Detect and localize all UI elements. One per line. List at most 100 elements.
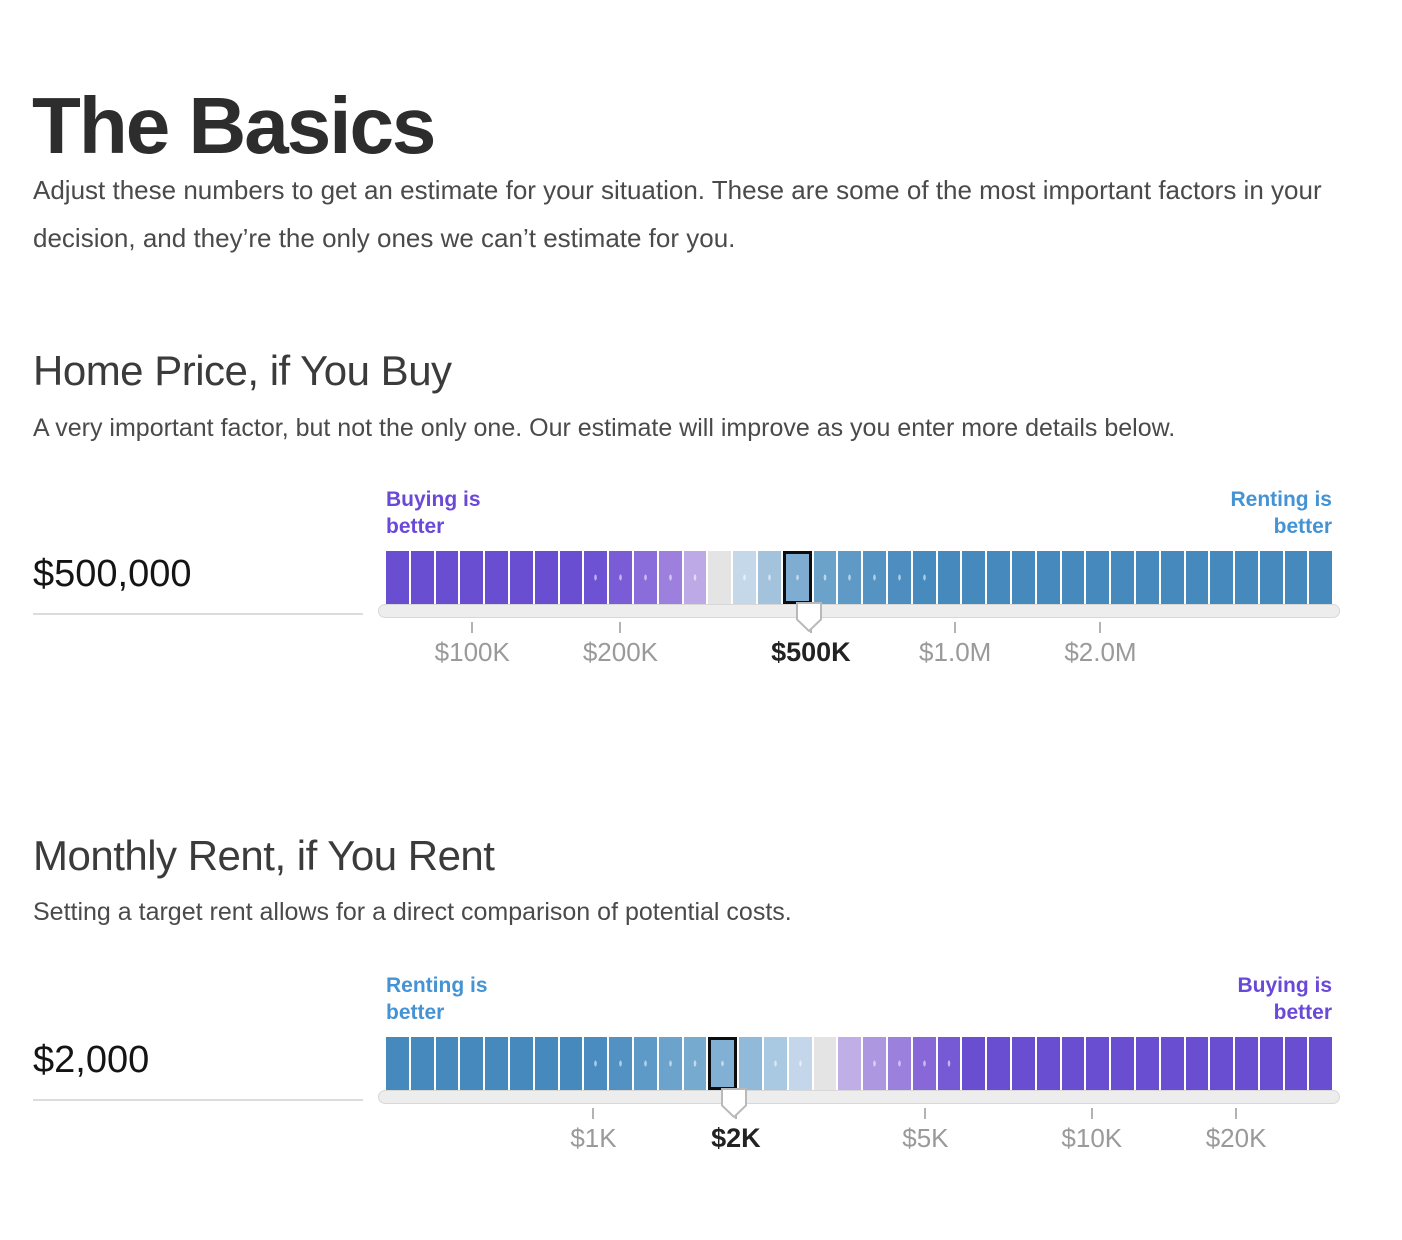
slider-segment[interactable]: [658, 1037, 682, 1090]
slider-segment[interactable]: [534, 551, 558, 604]
slider-segment[interactable]: [386, 551, 409, 604]
slider-segment-selected[interactable]: [708, 1037, 738, 1090]
slider-segment[interactable]: [987, 1037, 1010, 1090]
monthly-rent-slider[interactable]: Renting is better Buying is better $1K $2…: [378, 966, 1340, 1166]
slider-segment[interactable]: [838, 551, 862, 604]
slider-segment[interactable]: [1259, 1037, 1283, 1090]
tick-label-current: $2K: [711, 1123, 761, 1153]
slider-segment[interactable]: [386, 1037, 409, 1090]
slider-segment[interactable]: [763, 1037, 787, 1090]
home-price-input[interactable]: [33, 551, 363, 615]
slider-segment[interactable]: [863, 1037, 886, 1090]
slider-segment-selected[interactable]: [782, 551, 812, 604]
tick-label: $20K: [1205, 1123, 1267, 1153]
slider-segment[interactable]: [1036, 551, 1060, 604]
slider-segment[interactable]: [1235, 551, 1258, 604]
slider-segment[interactable]: [733, 551, 756, 604]
section-heading-home-price: Home Price, if You Buy: [33, 346, 452, 394]
monthly-rent-input[interactable]: [33, 1037, 363, 1101]
slider-segment[interactable]: [410, 1037, 434, 1090]
slider-segment[interactable]: [485, 551, 508, 604]
slider-segment[interactable]: [1185, 1037, 1209, 1090]
slider-segment[interactable]: [609, 551, 632, 604]
tick-mark: [619, 622, 622, 633]
slider-segment[interactable]: [633, 1037, 657, 1090]
slider-segment[interactable]: [937, 551, 961, 604]
slider-handle[interactable]: [796, 602, 823, 633]
slider-segment[interactable]: [1235, 1037, 1258, 1090]
slider-segment[interactable]: [887, 1037, 911, 1090]
slider-segment[interactable]: [1111, 1037, 1134, 1090]
slider-segment[interactable]: [863, 551, 886, 604]
tick-label: $5K: [902, 1123, 949, 1153]
slider-segments[interactable]: [386, 551, 1333, 604]
slider-segment[interactable]: [1036, 1037, 1060, 1090]
slider-segment[interactable]: [962, 551, 986, 604]
slider-segment[interactable]: [609, 1037, 632, 1090]
slider-segment[interactable]: [683, 551, 707, 604]
slider-segment[interactable]: [485, 1037, 508, 1090]
tick-label-current: $500K: [771, 637, 851, 667]
slider-tickmarks: [378, 1108, 1340, 1120]
slider-segment[interactable]: [912, 551, 936, 604]
renting-better-label: Renting is better: [386, 974, 488, 1024]
slider-segment[interactable]: [1061, 1037, 1085, 1090]
slider-segment[interactable]: [584, 1037, 608, 1090]
slider-segment[interactable]: [460, 1037, 484, 1090]
slider-tickmarks: [378, 622, 1340, 634]
slider-segment[interactable]: [435, 551, 459, 604]
slider-segment[interactable]: [1135, 1037, 1159, 1090]
slider-segment[interactable]: [559, 1037, 583, 1090]
slider-segment[interactable]: [683, 1037, 707, 1090]
slider-segment[interactable]: [1210, 1037, 1234, 1090]
slider-segment[interactable]: [1160, 551, 1184, 604]
slider-segment[interactable]: [1086, 1037, 1110, 1090]
slider-segment[interactable]: [1309, 551, 1333, 604]
slider-segment[interactable]: [658, 551, 682, 604]
tick-mark: [1235, 1108, 1238, 1119]
slider-segment[interactable]: [1210, 551, 1234, 604]
slider-segment[interactable]: [937, 1037, 961, 1090]
slider-segment[interactable]: [460, 551, 484, 604]
slider-segment[interactable]: [813, 551, 837, 604]
slider-segment[interactable]: [435, 1037, 459, 1090]
slider-segment[interactable]: [1011, 1037, 1035, 1090]
slider-segment[interactable]: [534, 1037, 558, 1090]
slider-track[interactable]: [378, 1090, 1340, 1104]
slider-segment[interactable]: [813, 1037, 837, 1090]
slider-handle[interactable]: [721, 1088, 748, 1119]
slider-segment[interactable]: [788, 1037, 812, 1090]
slider-segment[interactable]: [887, 551, 911, 604]
slider-handle-icon: [721, 1088, 748, 1119]
slider-segment[interactable]: [1259, 551, 1283, 604]
slider-segment[interactable]: [1011, 551, 1035, 604]
renting-better-label: Renting is better: [1230, 488, 1332, 538]
slider-segment[interactable]: [584, 551, 608, 604]
slider-segment[interactable]: [912, 1037, 936, 1090]
slider-segment[interactable]: [1160, 1037, 1184, 1090]
slider-segment[interactable]: [509, 551, 533, 604]
slider-segment[interactable]: [1086, 551, 1110, 604]
slider-segment[interactable]: [410, 551, 434, 604]
slider-segment[interactable]: [708, 551, 732, 604]
slider-segment[interactable]: [509, 1037, 533, 1090]
slider-segment[interactable]: [633, 551, 657, 604]
slider-segment[interactable]: [1284, 1037, 1308, 1090]
slider-segment[interactable]: [962, 1037, 986, 1090]
slider-segment[interactable]: [1284, 551, 1308, 604]
slider-segment[interactable]: [1111, 551, 1134, 604]
tick-label: $2.0M: [1064, 637, 1137, 667]
home-price-slider[interactable]: Buying is better Renting is better $100K…: [378, 480, 1340, 680]
slider-segment[interactable]: [559, 551, 583, 604]
slider-track[interactable]: [378, 604, 1340, 618]
slider-segment[interactable]: [1309, 1037, 1333, 1090]
section-desc-home-price: A very important factor, but not the onl…: [33, 414, 1176, 442]
slider-segment[interactable]: [1185, 551, 1209, 604]
slider-segment[interactable]: [1135, 551, 1159, 604]
slider-segment[interactable]: [1061, 551, 1085, 604]
slider-segment[interactable]: [739, 1037, 762, 1090]
slider-segment[interactable]: [757, 551, 781, 604]
slider-segment[interactable]: [838, 1037, 862, 1090]
slider-segment[interactable]: [987, 551, 1010, 604]
slider-segments[interactable]: [386, 1037, 1333, 1090]
